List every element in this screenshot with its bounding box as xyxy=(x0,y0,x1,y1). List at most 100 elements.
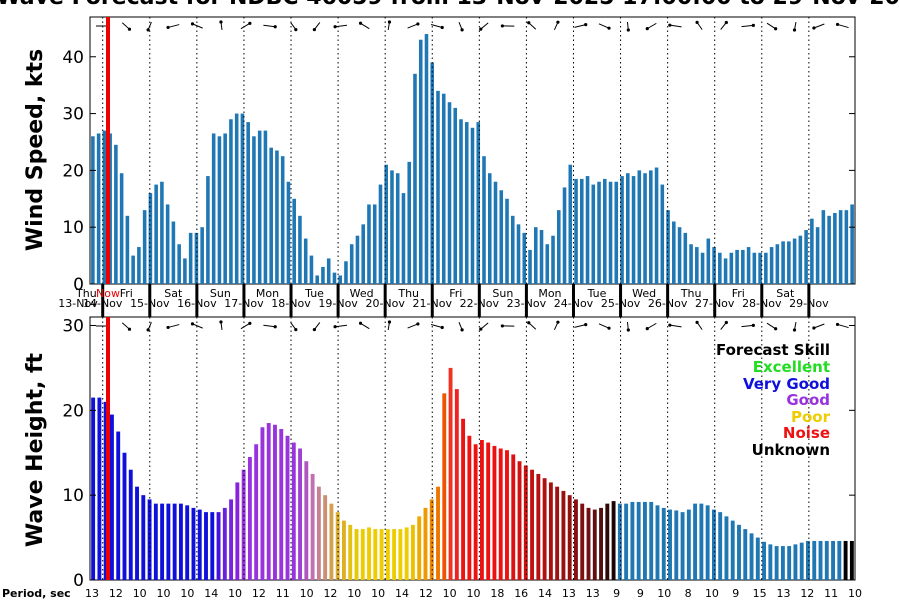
wind-bar xyxy=(97,133,101,284)
wind-arrow xyxy=(527,21,536,29)
wave-bar xyxy=(699,504,703,580)
wind-arrow xyxy=(599,24,611,30)
wind-bar xyxy=(776,244,780,284)
wind-bar xyxy=(264,131,268,284)
wind-bar xyxy=(200,227,204,284)
wave-bar xyxy=(204,512,208,580)
wave-arrow xyxy=(741,324,754,327)
wind-bar xyxy=(442,94,446,284)
wave-bar xyxy=(844,541,848,580)
wave-bar xyxy=(424,508,428,580)
wind-bar xyxy=(517,224,521,284)
wave-bar xyxy=(793,544,797,580)
wave-bar xyxy=(630,502,634,580)
wind-bar xyxy=(338,275,342,284)
wind-bar xyxy=(143,210,147,284)
wind-arrow xyxy=(501,24,515,27)
period-value: 14 xyxy=(538,587,552,600)
wind-bar xyxy=(707,239,711,284)
wind-bar xyxy=(620,176,624,284)
wind-bar xyxy=(350,244,354,284)
day-separator xyxy=(525,284,528,317)
wave-bar xyxy=(624,504,628,580)
wave-bar xyxy=(455,389,459,580)
wave-arrow xyxy=(219,320,222,330)
now-line-top xyxy=(106,17,110,284)
wave-bar xyxy=(210,512,214,580)
wave-bar xyxy=(436,487,440,580)
wave-bar xyxy=(612,501,616,580)
wave-bars xyxy=(91,368,854,580)
wave-bar xyxy=(154,504,158,580)
wind-bar xyxy=(574,179,578,284)
wind-arrow xyxy=(291,22,298,31)
wind-arrow xyxy=(334,25,347,28)
legend-excellent: Excellent xyxy=(753,358,830,376)
wave-bar xyxy=(587,508,591,580)
wave-bar xyxy=(756,538,760,580)
day-separator xyxy=(713,284,716,317)
wave-bar xyxy=(580,504,584,580)
wind-arrow xyxy=(388,20,391,30)
wave-bar xyxy=(750,533,754,580)
wind-y-axis-label: Wind Speed, kts xyxy=(23,49,48,251)
period-value: 12 xyxy=(419,587,433,600)
wind-bar xyxy=(615,182,619,284)
wave-arrow xyxy=(793,322,796,332)
day-separator xyxy=(478,284,481,317)
wave-arrow xyxy=(147,322,152,331)
wind-bar xyxy=(287,182,291,284)
wind-bar xyxy=(321,267,325,284)
wave-y-tick-label: 10 xyxy=(62,486,84,506)
wave-bar xyxy=(279,429,283,580)
wind-arrow xyxy=(122,23,131,31)
period-value: 10 xyxy=(371,587,385,600)
wave-bar xyxy=(398,529,402,580)
wave-bar xyxy=(693,504,697,580)
wave-bar xyxy=(837,541,841,580)
wind-bar xyxy=(494,182,498,284)
wave-bar xyxy=(254,444,258,580)
wave-arrow xyxy=(501,324,515,327)
period-value: 12 xyxy=(252,587,266,600)
wave-bar xyxy=(348,525,352,580)
wind-arrow xyxy=(646,23,657,30)
wind-bar xyxy=(154,185,158,284)
period-value: 10 xyxy=(133,587,147,600)
wave-bar xyxy=(129,470,133,580)
wind-bar xyxy=(177,244,181,284)
day-separator xyxy=(807,284,810,317)
wave-bar xyxy=(355,529,359,580)
period-value: 13 xyxy=(85,587,99,600)
day-separator xyxy=(431,284,434,317)
wind-bar xyxy=(735,250,739,284)
wave-bar xyxy=(461,419,465,580)
wind-bar xyxy=(850,204,854,284)
wind-bar xyxy=(172,222,176,284)
period-value: 15 xyxy=(753,587,767,600)
wind-bar xyxy=(310,256,314,284)
wind-arrow xyxy=(695,21,702,30)
wave-arrow xyxy=(554,321,559,330)
wind-bar xyxy=(396,173,400,284)
wave-arrow xyxy=(721,321,728,330)
period-value: 12 xyxy=(323,587,337,600)
wave-bar xyxy=(656,505,660,580)
period-value: 13 xyxy=(586,587,600,600)
wave-bar xyxy=(123,453,127,580)
wind-bar xyxy=(747,247,751,284)
wave-bar xyxy=(781,546,785,580)
wind-bar xyxy=(753,253,757,284)
wind-bar xyxy=(799,236,803,284)
wind-bar xyxy=(563,187,567,284)
wave-bar xyxy=(543,478,547,580)
day-separator xyxy=(572,284,575,317)
wind-bar xyxy=(379,185,383,284)
wave-bar xyxy=(179,504,183,580)
wind-bar xyxy=(672,222,676,284)
wind-arrow xyxy=(219,20,222,30)
wind-arrow xyxy=(793,22,796,32)
period-value: 18 xyxy=(490,587,504,600)
wind-bar xyxy=(453,108,457,284)
wind-bar xyxy=(638,170,642,284)
